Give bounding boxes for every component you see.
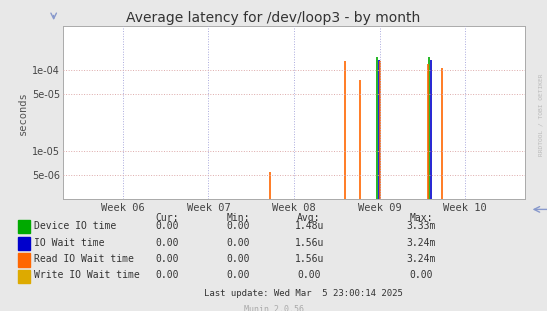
Text: Munin 2.0.56: Munin 2.0.56 [243,305,304,311]
Text: 0.00: 0.00 [226,254,249,264]
Text: 3.24m: 3.24m [406,238,436,248]
Text: Write IO Wait time: Write IO Wait time [34,270,139,280]
Y-axis label: seconds: seconds [18,91,28,135]
Text: Device IO time: Device IO time [34,221,116,231]
Text: 0.00: 0.00 [298,270,321,280]
Text: Max:: Max: [410,213,433,223]
Text: Avg:: Avg: [298,213,321,223]
Text: 0.00: 0.00 [155,270,178,280]
Text: 0.00: 0.00 [155,238,178,248]
Text: 0.00: 0.00 [410,270,433,280]
Text: IO Wait time: IO Wait time [34,238,104,248]
Text: 0.00: 0.00 [155,254,178,264]
Text: 0.00: 0.00 [226,238,249,248]
Text: 3.33m: 3.33m [406,221,436,231]
Text: RRDTOOL / TOBI OETIKER: RRDTOOL / TOBI OETIKER [538,74,543,156]
Text: 1.56u: 1.56u [294,254,324,264]
Text: Min:: Min: [226,213,249,223]
Text: Read IO Wait time: Read IO Wait time [34,254,134,264]
Text: 0.00: 0.00 [226,221,249,231]
Text: 1.56u: 1.56u [294,238,324,248]
Text: Average latency for /dev/loop3 - by month: Average latency for /dev/loop3 - by mont… [126,11,421,25]
Text: 0.00: 0.00 [155,221,178,231]
Text: Last update: Wed Mar  5 23:00:14 2025: Last update: Wed Mar 5 23:00:14 2025 [204,289,403,298]
Text: 0.00: 0.00 [226,270,249,280]
Text: Cur:: Cur: [155,213,178,223]
Text: 1.48u: 1.48u [294,221,324,231]
Text: 3.24m: 3.24m [406,254,436,264]
